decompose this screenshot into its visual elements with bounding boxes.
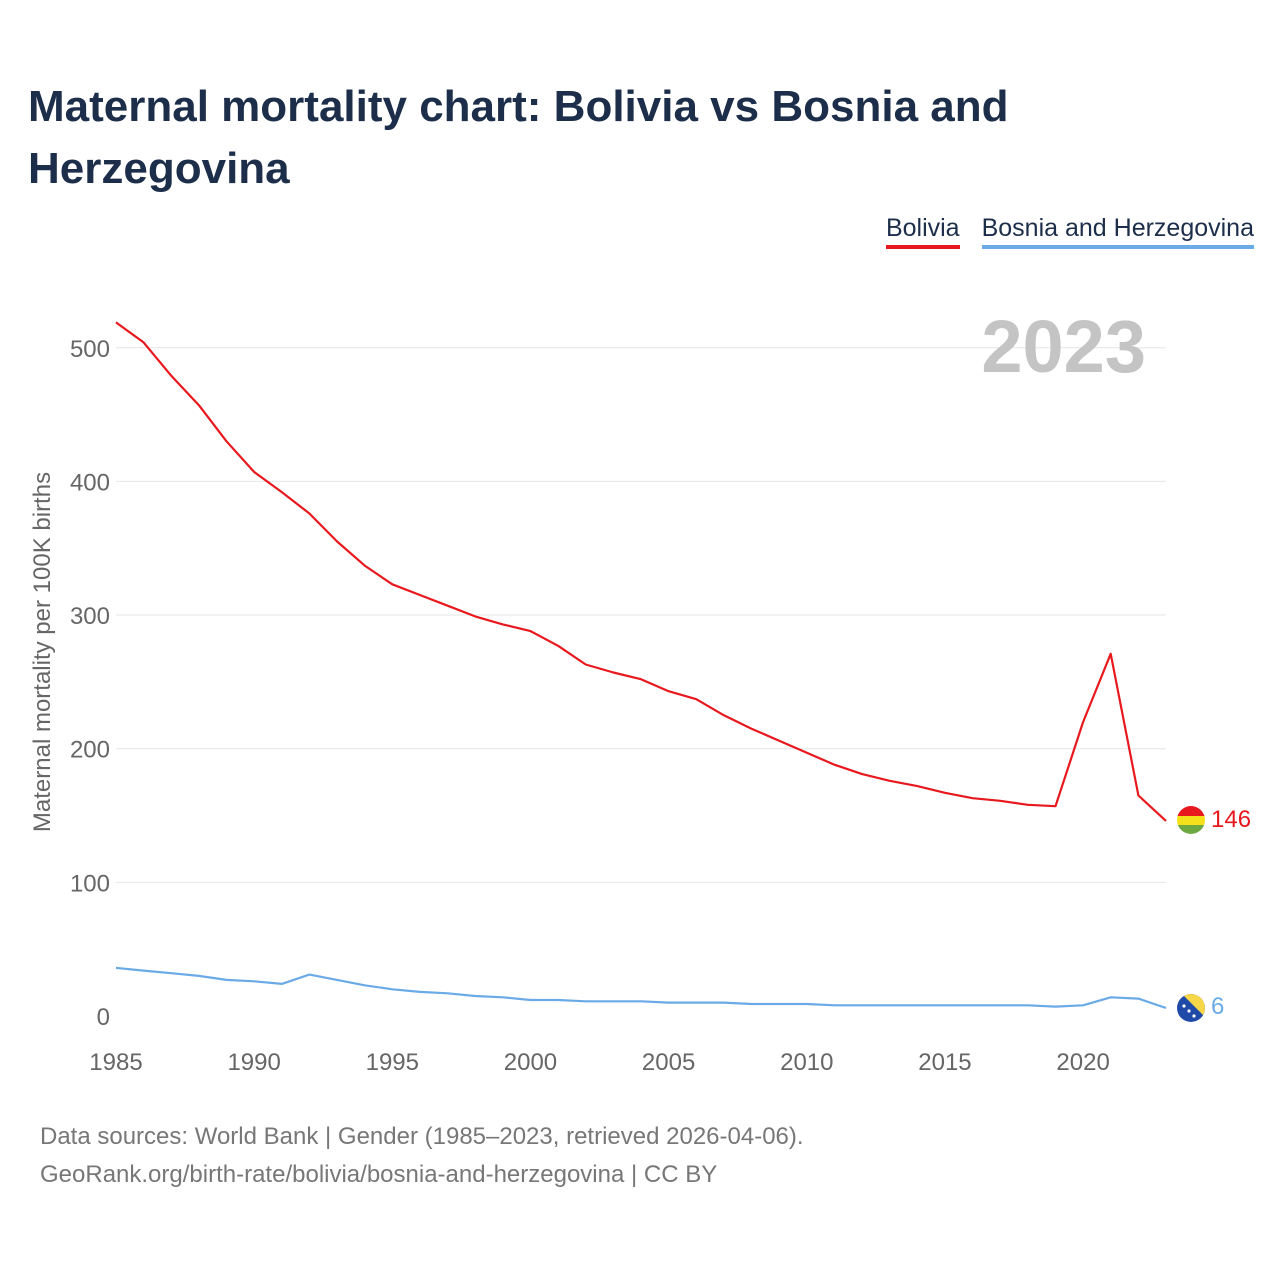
x-tick-label: 1985 (89, 1049, 142, 1076)
x-tick-label: 2020 (1056, 1049, 1109, 1076)
y-tick-label: 300 (70, 603, 110, 630)
y-tick-label: 200 (70, 737, 110, 764)
year-watermark: 2023 (981, 305, 1146, 388)
bosnia-end-label: 6 (1211, 993, 1224, 1020)
y-tick-label: 100 (70, 870, 110, 897)
y-tick-label: 500 (70, 336, 110, 363)
series-lines (115, 321, 1167, 1010)
x-tick-label: 1995 (366, 1049, 419, 1076)
source-line-2[interactable]: GeoRank.org/birth-rate/bolivia/bosnia-an… (40, 1161, 718, 1188)
series-line-bolivia[interactable] (115, 321, 1167, 822)
y-tick-label: 400 (70, 469, 110, 496)
gridlines (116, 347, 1166, 883)
bolivia-end-label: 146 (1211, 806, 1251, 833)
legend-item-bosnia[interactable]: Bosnia and Herzegovina (981, 214, 1254, 249)
y-axis-label: Maternal mortality per 100K births (29, 472, 56, 832)
bolivia-flag-icon (1177, 806, 1205, 834)
series-line-bosnia[interactable] (115, 966, 1167, 1010)
legend: Bolivia Bosnia and Herzegovina (885, 214, 1254, 249)
x-tick-label: 2000 (504, 1049, 557, 1076)
x-tick-label: 2010 (780, 1049, 833, 1076)
chart-title: Maternal mortality chart: Bolivia vs Bos… (28, 82, 1009, 193)
y-tick-label: 0 (97, 1004, 110, 1031)
x-tick-label: 2015 (918, 1049, 971, 1076)
line-chart: 2023 0 100 200 300 400 500 1985 1990 1995 2000 20… (29, 305, 1251, 1076)
y-axis-ticks: 0 100 200 300 400 500 (70, 336, 110, 1031)
source-line-1: Data sources: World Bank | Gender (1985–… (40, 1123, 804, 1150)
legend-item-bolivia[interactable]: Bolivia (885, 214, 960, 249)
x-axis-ticks: 1985 1990 1995 2000 2005 2010 2015 2020 (89, 1049, 1109, 1076)
x-tick-label: 1990 (227, 1049, 280, 1076)
bosnia-flag-icon (1177, 994, 1205, 1022)
source-note: Data sources: World Bank | Gender (1985–… (40, 1118, 804, 1194)
x-tick-label: 2005 (642, 1049, 695, 1076)
